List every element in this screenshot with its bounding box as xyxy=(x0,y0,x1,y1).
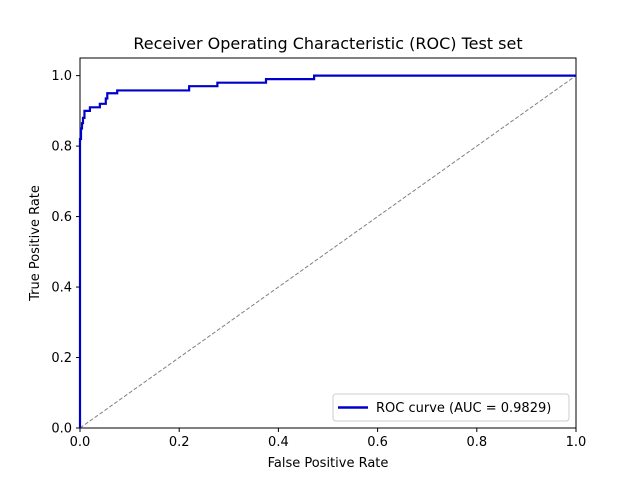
y-axis-label: True Positive Rate xyxy=(28,185,43,302)
x-axis-label: False Positive Rate xyxy=(268,456,389,471)
plot-area xyxy=(78,57,577,429)
x-tick-label: 1.0 xyxy=(566,435,587,450)
reference-diagonal xyxy=(79,75,577,429)
y-tick-label: 0.8 xyxy=(51,140,72,155)
legend-box xyxy=(332,393,570,422)
x-tick-label: 0.2 xyxy=(169,435,190,450)
y-tick-label: 0.0 xyxy=(51,422,72,437)
y-tick-label: 1.0 xyxy=(51,69,72,84)
x-axis-ticks: 0.0 0.2 0.4 0.6 0.8 1.0 xyxy=(70,428,587,450)
plot-frame xyxy=(79,57,577,429)
x-tick-label: 0.8 xyxy=(466,435,487,450)
x-tick-label: 0.4 xyxy=(268,435,289,450)
y-tick-label: 0.6 xyxy=(51,210,72,225)
y-tick-label: 0.4 xyxy=(51,281,72,296)
series-group xyxy=(78,74,576,428)
y-tick-label: 0.2 xyxy=(51,351,72,366)
roc-curve-line xyxy=(78,74,576,428)
x-tick-label: 0.6 xyxy=(367,435,388,450)
y-axis-ticks: 0.0 0.2 0.4 0.6 0.8 1.0 xyxy=(51,69,80,437)
legend-label-roc: ROC curve (AUC = 0.9829) xyxy=(376,401,551,416)
legend: ROC curve (AUC = 0.9829) xyxy=(332,393,570,422)
x-tick-label: 0.0 xyxy=(70,435,91,450)
reference-diagonal-line xyxy=(79,75,577,429)
chart-title: Receiver Operating Characteristic (ROC) … xyxy=(133,34,522,53)
